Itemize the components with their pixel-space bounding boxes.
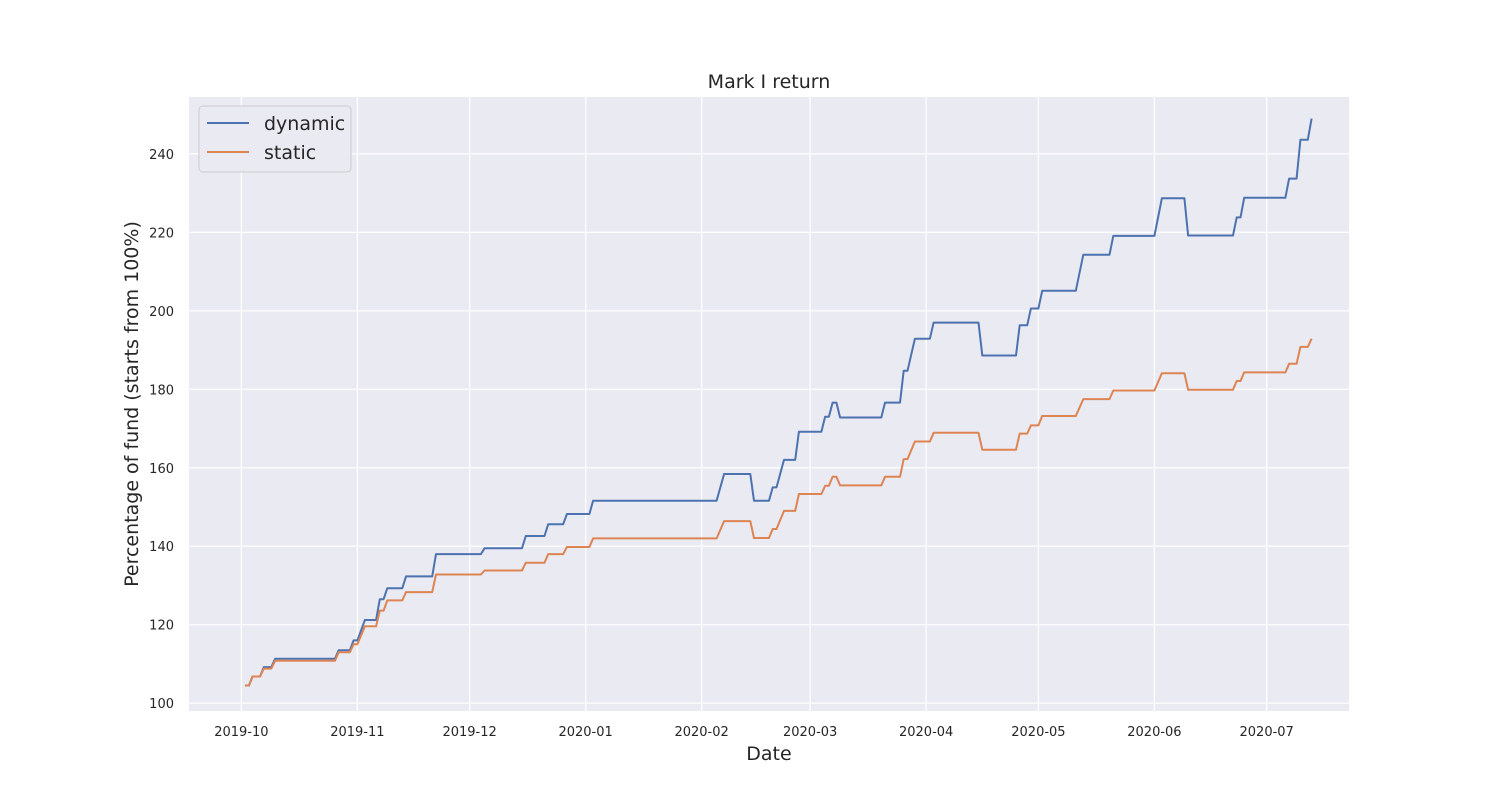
x-axis-title: Date	[746, 743, 791, 765]
y-tick-label: 220	[149, 226, 174, 241]
x-tick-label: 2020-02	[674, 725, 728, 740]
x-tick-label: 2020-06	[1127, 725, 1181, 740]
y-tick-label: 120	[149, 619, 174, 634]
plot-area-background	[189, 97, 1349, 711]
x-tick-label: 2019-10	[214, 725, 268, 740]
series-lines	[245, 118, 1313, 687]
x-tick-label: 2020-03	[783, 725, 837, 740]
x-axis-ticks: 2019-10 2019-11 2019-12 2020-01 2020-02 2020-…	[214, 725, 1294, 740]
legend: dynamic static	[198, 105, 352, 173]
legend-label-dynamic: dynamic	[264, 113, 345, 135]
y-tick-label: 240	[149, 148, 174, 163]
y-tick-label: 140	[149, 540, 174, 555]
series-line-dynamic	[245, 118, 1313, 687]
series-line-static	[245, 338, 1313, 687]
x-tick-label: 2020-05	[1011, 725, 1065, 740]
y-tick-label: 160	[149, 462, 174, 477]
legend-label-static: static	[264, 142, 316, 164]
y-axis-title: Percentage of fund (starts from 100%)	[121, 221, 143, 587]
x-tick-label: 2019-12	[442, 725, 496, 740]
y-tick-label: 100	[149, 697, 174, 712]
y-tick-label: 200	[149, 305, 174, 320]
grid-lines	[189, 97, 1349, 711]
x-tick-label: 2019-11	[330, 725, 384, 740]
x-tick-label: 2020-01	[558, 725, 612, 740]
chart-title: Mark I return	[708, 71, 831, 93]
x-tick-label: 2020-04	[899, 725, 953, 740]
x-tick-label: 2020-07	[1240, 725, 1294, 740]
y-tick-label: 180	[149, 383, 174, 398]
y-axis-ticks: 100 120 140 160 180 200 220 240	[149, 148, 174, 712]
